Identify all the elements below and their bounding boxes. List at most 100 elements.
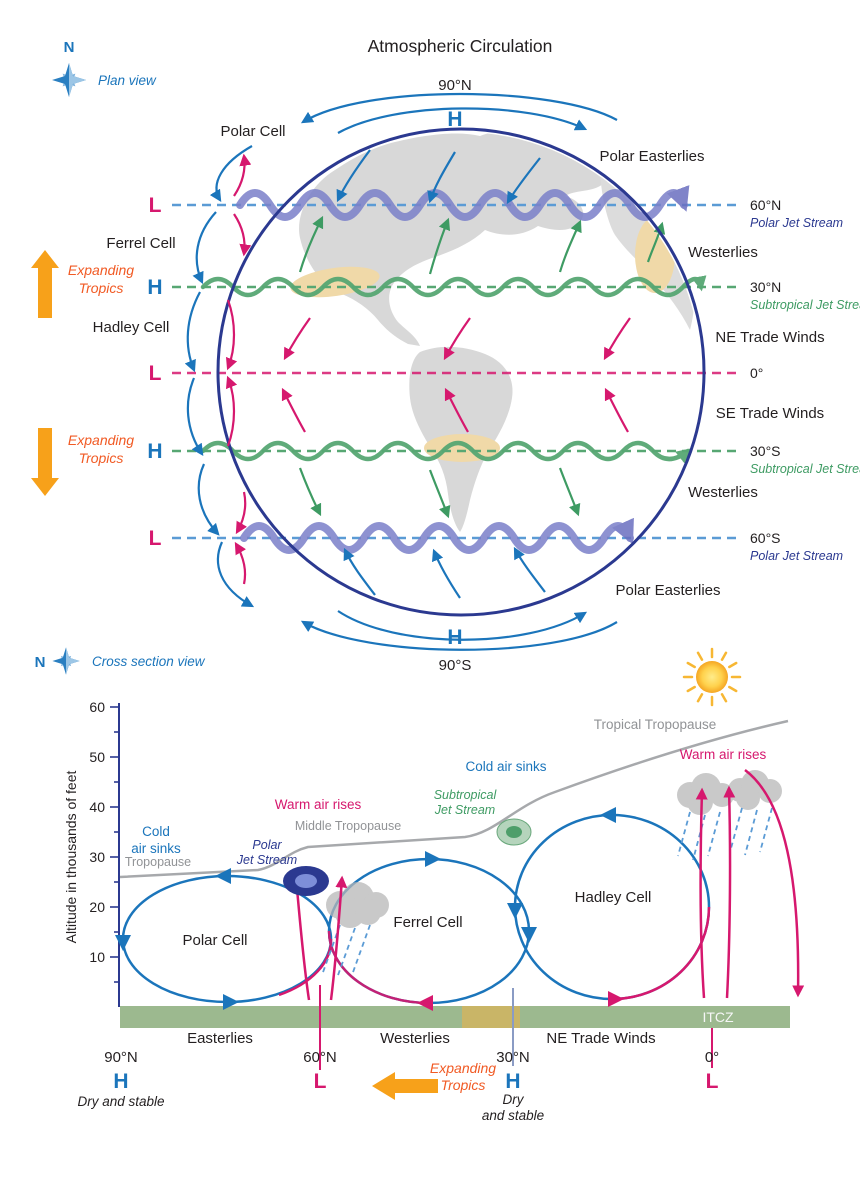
left-arrow-icon (372, 1072, 395, 1100)
left-edge-blue-loops (184, 145, 255, 608)
pressure-h-cs-90n: H (113, 1070, 128, 1093)
label-30s: 30°S (750, 443, 781, 459)
cold-air-sinks-30n: Cold air sinks (465, 759, 546, 774)
tick-40: 40 (89, 799, 105, 815)
ferrel-cell-label-cs: Ferrel Cell (393, 914, 462, 931)
expanding-tropics-label: Tropics (441, 1077, 486, 1093)
pressure-l-cs-0: L (706, 1070, 719, 1093)
polar-jet-oval (283, 866, 329, 896)
ne-trade-winds-label: NE Trade Winds (715, 329, 824, 346)
polar-cell-label-cs: Polar Cell (182, 932, 247, 949)
pole-south-label: 90°S (439, 657, 472, 674)
se-trade-wind-arrows (281, 387, 629, 433)
expanding-tropics-label: Expanding (68, 432, 134, 448)
tick-10: 10 (89, 949, 105, 965)
plan-view-label: Plan view (98, 73, 157, 88)
pressure-l-0: L (149, 362, 162, 385)
ferrel-cell-label: Ferrel Cell (106, 235, 175, 252)
compass-n-label: N (64, 39, 75, 56)
subtropical-jet-oval (496, 818, 532, 846)
expanding-tropics-label: Expanding (68, 262, 134, 278)
polar-jet-stream-label-n: Polar Jet Stream (750, 216, 843, 230)
polar-jet-wave-north (236, 185, 690, 221)
sun-icon (682, 647, 742, 707)
subtropical-jet-label: Jet Stream (434, 803, 495, 817)
x-label-60n: 60°N (303, 1049, 337, 1066)
westerlies-label-n: Westerlies (688, 244, 758, 261)
label-60s: 60°S (750, 530, 781, 546)
polar-jet-label: Polar (252, 838, 282, 852)
middle-tropopause-label: Middle Tropopause (295, 819, 401, 833)
westerlies-label: Westerlies (380, 1030, 450, 1047)
up-arrow-shaft (38, 268, 52, 318)
expanding-tropics-cs: Expanding Tropics (372, 1060, 496, 1100)
y-axis-title: Altitude in thousands of feet (63, 771, 79, 944)
dry-and-stable-mid: and stable (482, 1108, 544, 1123)
westerlies-label-s: Westerlies (688, 484, 758, 501)
globe-continents (290, 132, 695, 532)
warm-air-rises-60n: Warm air rises (275, 797, 362, 812)
polar-easterlies-arrows-north (336, 149, 541, 205)
wind-belt-labels: Polar Easterlies Westerlies NE Trade Win… (599, 148, 824, 599)
warm-air-rises-0: Warm air rises (680, 747, 767, 762)
tropopause-label: Tropopause (125, 855, 191, 869)
plan-compass: N Plan view (52, 39, 157, 97)
label-60n: 60°N (750, 197, 781, 213)
expanding-tropics-label: Expanding (430, 1060, 496, 1076)
subtropical-jet-wave-north (200, 275, 707, 298)
rain-itcz (677, 807, 773, 861)
meridional-cell-arrows (184, 92, 618, 651)
compass-rose-icon (52, 63, 86, 97)
cell-flow-arrowheads (115, 807, 624, 1011)
down-arrow-icon (31, 478, 59, 496)
easterlies-label: Easterlies (187, 1030, 253, 1047)
surface-wind-band (120, 1006, 790, 1028)
globe-outline (216, 127, 706, 617)
subtropical-jet-stream-label-n: Subtropical Jet Stream (750, 298, 860, 312)
cold-air-sinks-left: air sinks (131, 841, 181, 856)
x-label-0: 0° (705, 1049, 719, 1066)
dry-and-stable-left: Dry and stable (77, 1094, 164, 1109)
ne-trade-wind-arrows (283, 317, 631, 361)
tropopause-line (119, 719, 789, 879)
cross-section-view-label: Cross section view (92, 654, 206, 669)
hadley-cell-label-cs: Hadley Cell (575, 889, 652, 906)
polar-jet-stream-label-s: Polar Jet Stream (750, 549, 843, 563)
label-equator: 0° (750, 365, 763, 381)
se-trade-winds-label: SE Trade Winds (716, 405, 824, 422)
circulation-cells (121, 813, 711, 1005)
subtropical-jet-wave-south (200, 440, 692, 464)
surface-wind-arrows (281, 149, 666, 599)
left-edge-pink-loops (225, 153, 252, 585)
polar-cell-label: Polar Cell (220, 123, 285, 140)
polar-easterlies-label-n: Polar Easterlies (599, 148, 704, 165)
compass-n-label: N (35, 654, 46, 671)
polar-cell-arc-bottom (300, 610, 618, 651)
polar-jet-label: Jet Stream (236, 853, 297, 867)
polar-cell-arc-top (300, 92, 618, 134)
subtropical-jet-label: Subtropical (434, 788, 498, 802)
pressure-h-cs-30n: H (505, 1070, 520, 1093)
cold-air-sinks-left: Cold (142, 824, 170, 839)
subtropical-jet-stream-label-s: Subtropical Jet Stream (750, 462, 860, 476)
itcz-label: ITCZ (702, 1009, 734, 1025)
left-pressure-letters: L H L H L (147, 194, 162, 550)
hadley-cell-pink-segment (611, 906, 711, 1001)
expanding-tropics-label: Tropics (79, 450, 124, 466)
tick-30: 30 (89, 849, 105, 865)
ferrel-cell-pink-segment (327, 930, 430, 1005)
tropical-tropopause-label: Tropical Tropopause (594, 717, 717, 732)
latitude-right-labels: 60°N Polar Jet Stream 30°N Subtropical J… (750, 197, 860, 563)
compass-rose-icon (52, 647, 80, 675)
westerlies-arrows-south (298, 467, 581, 519)
hadley-cell-label: Hadley Cell (93, 319, 170, 336)
expanding-tropics-upper: Expanding Tropics (31, 250, 134, 318)
polar-jet-wave-south (240, 517, 634, 554)
pressure-l-60s: L (149, 527, 162, 550)
dry-and-stable-mid: Dry (503, 1092, 525, 1107)
page-title: Atmospheric Circulation (368, 36, 553, 56)
expanding-tropics-lower: Expanding Tropics (31, 428, 134, 496)
cross-section-compass: N Cross section view (35, 647, 206, 675)
